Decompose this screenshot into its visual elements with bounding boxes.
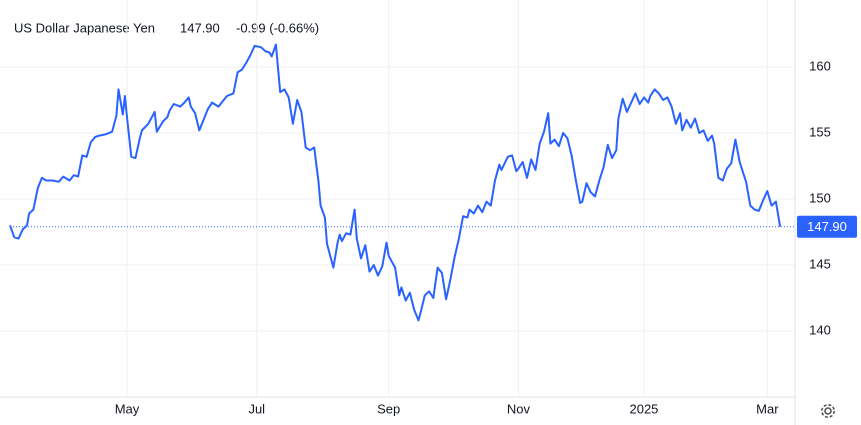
y-tick-label: 155 (809, 124, 831, 139)
last-price-box (797, 215, 857, 238)
price-line (9, 43, 782, 322)
x-tick-label: Sep (377, 401, 400, 416)
y-tick-label: 140 (809, 322, 831, 337)
x-tick-label: May (115, 401, 140, 416)
last-price-label: 147.90 (807, 219, 847, 234)
x-tick-label: Mar (756, 401, 779, 416)
y-tick-label: 145 (809, 256, 831, 271)
settings-icon[interactable] (821, 404, 835, 418)
grid (0, 0, 795, 397)
chart-title: US Dollar Japanese Yen (14, 20, 155, 35)
header-price: 147.90 (180, 20, 220, 35)
header-change: -0.99 (-0.66%) (236, 20, 319, 35)
x-tick-label: Nov (507, 401, 531, 416)
x-tick-label: 2025 (629, 401, 658, 416)
x-tick-label: Jul (248, 401, 265, 416)
y-tick-label: 150 (809, 190, 831, 205)
y-tick-label: 160 (809, 58, 831, 73)
